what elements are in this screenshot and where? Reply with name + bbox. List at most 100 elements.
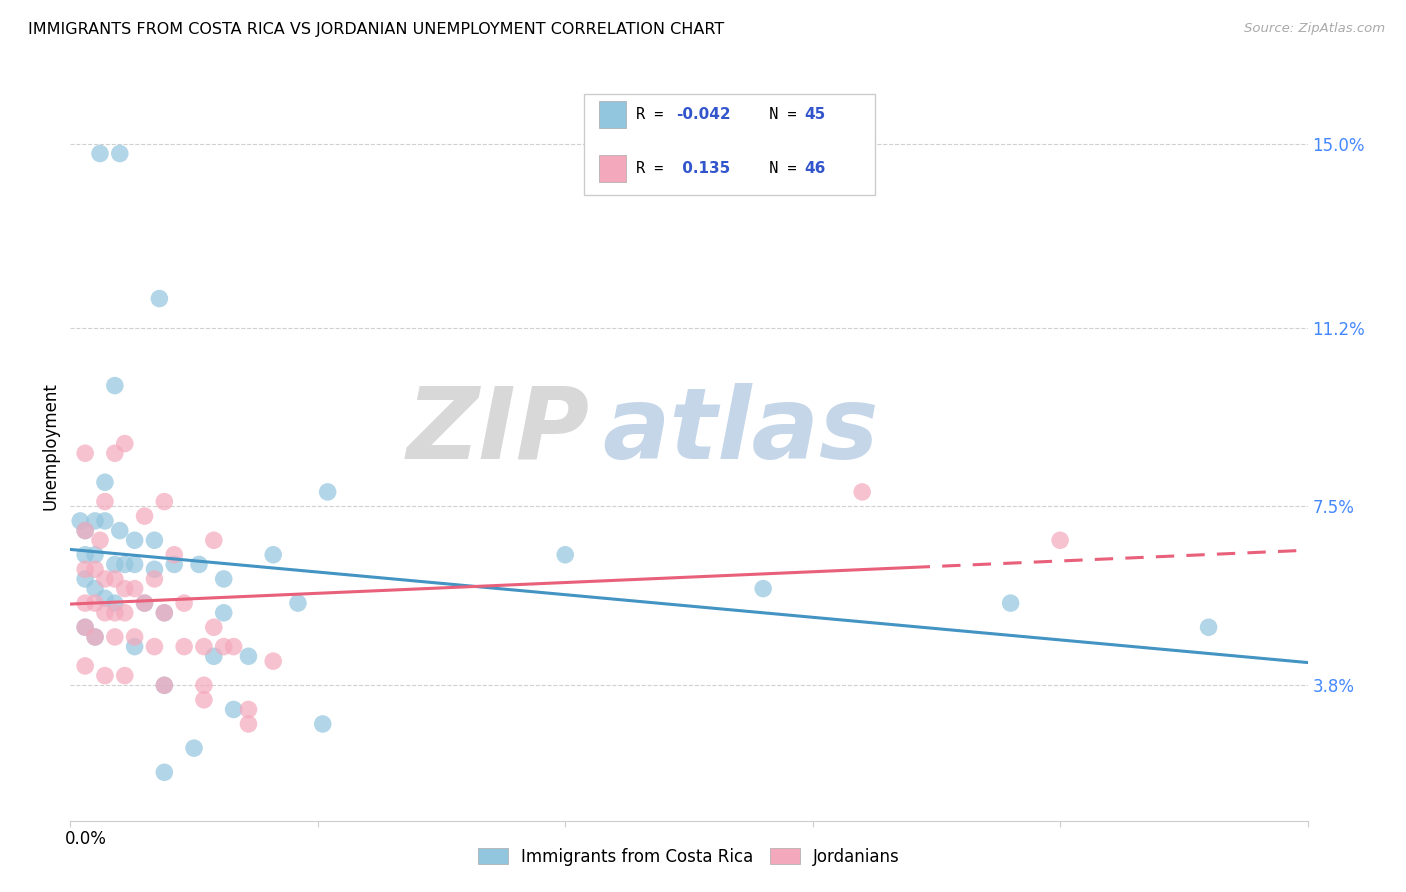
Point: [153, 765, 176, 780]
Point: [94, 475, 117, 490]
Point: [188, 558, 211, 572]
Point: [193, 678, 215, 692]
Point: [104, 596, 127, 610]
Point: [104, 558, 127, 572]
Point: [75, 620, 97, 634]
Point: [104, 446, 127, 460]
Point: [94, 514, 117, 528]
Point: [193, 693, 215, 707]
Point: [851, 484, 873, 499]
Text: 0.0%: 0.0%: [65, 830, 107, 847]
Point: [84, 548, 107, 562]
Point: [262, 548, 284, 562]
Point: [262, 654, 284, 668]
Point: [153, 606, 176, 620]
Point: [238, 702, 260, 716]
Point: [124, 630, 146, 644]
Point: [1049, 533, 1071, 548]
Point: [202, 649, 225, 664]
Point: [153, 678, 176, 692]
Point: [238, 717, 260, 731]
Point: [134, 509, 156, 524]
Point: [1000, 596, 1022, 610]
Point: [104, 378, 127, 392]
Text: atlas: atlas: [602, 383, 879, 480]
Point: [114, 436, 136, 450]
Point: [193, 640, 215, 654]
Point: [153, 678, 176, 692]
Point: [134, 596, 156, 610]
Text: ZIP: ZIP: [406, 383, 591, 480]
Point: [222, 640, 245, 654]
Point: [287, 596, 309, 610]
Point: [316, 484, 339, 499]
Point: [108, 146, 131, 161]
Point: [94, 572, 117, 586]
Point: [202, 533, 225, 548]
Point: [75, 562, 97, 576]
Point: [183, 741, 205, 756]
Point: [94, 606, 117, 620]
Text: -0.042: -0.042: [676, 107, 731, 122]
Point: [222, 702, 245, 716]
Bar: [599, 155, 626, 181]
Point: [124, 640, 146, 654]
Point: [75, 548, 97, 562]
Point: [752, 582, 775, 596]
Point: [143, 640, 166, 654]
Point: [114, 606, 136, 620]
Point: [143, 533, 166, 548]
Point: [108, 524, 131, 538]
Point: [163, 548, 186, 562]
Point: [124, 582, 146, 596]
Text: IMMIGRANTS FROM COSTA RICA VS JORDANIAN UNEMPLOYMENT CORRELATION CHART: IMMIGRANTS FROM COSTA RICA VS JORDANIAN …: [28, 22, 724, 37]
Point: [75, 524, 97, 538]
Text: 45: 45: [804, 107, 825, 122]
Point: [153, 606, 176, 620]
Point: [89, 533, 111, 548]
Text: N =: N =: [751, 107, 806, 122]
Point: [212, 606, 235, 620]
Point: [212, 572, 235, 586]
Point: [75, 524, 97, 538]
Point: [173, 640, 195, 654]
Point: [94, 494, 117, 508]
Point: [148, 292, 170, 306]
Point: [75, 446, 97, 460]
Point: [134, 596, 156, 610]
FancyBboxPatch shape: [583, 94, 875, 195]
Point: [75, 659, 97, 673]
Text: Source: ZipAtlas.com: Source: ZipAtlas.com: [1244, 22, 1385, 36]
Text: N =: N =: [751, 161, 806, 176]
Point: [124, 558, 146, 572]
Point: [114, 558, 136, 572]
Point: [143, 562, 166, 576]
Point: [75, 596, 97, 610]
Point: [104, 630, 127, 644]
Point: [104, 606, 127, 620]
Point: [312, 717, 335, 731]
Text: 46: 46: [804, 161, 825, 176]
Point: [84, 596, 107, 610]
Point: [1198, 620, 1220, 634]
Y-axis label: Unemployment: Unemployment: [41, 382, 59, 510]
Point: [202, 620, 225, 634]
Point: [114, 668, 136, 682]
Point: [69, 514, 91, 528]
Point: [89, 146, 111, 161]
Bar: [599, 102, 626, 128]
Text: 0.135: 0.135: [676, 161, 730, 176]
Point: [84, 582, 107, 596]
Point: [124, 533, 146, 548]
Point: [238, 649, 260, 664]
Text: R =: R =: [636, 107, 672, 122]
Point: [173, 596, 195, 610]
Point: [94, 591, 117, 606]
Point: [212, 640, 235, 654]
Point: [84, 562, 107, 576]
Legend: Immigrants from Costa Rica, Jordanians: Immigrants from Costa Rica, Jordanians: [471, 841, 907, 872]
Point: [143, 572, 166, 586]
Point: [94, 668, 117, 682]
Point: [84, 514, 107, 528]
Point: [84, 630, 107, 644]
